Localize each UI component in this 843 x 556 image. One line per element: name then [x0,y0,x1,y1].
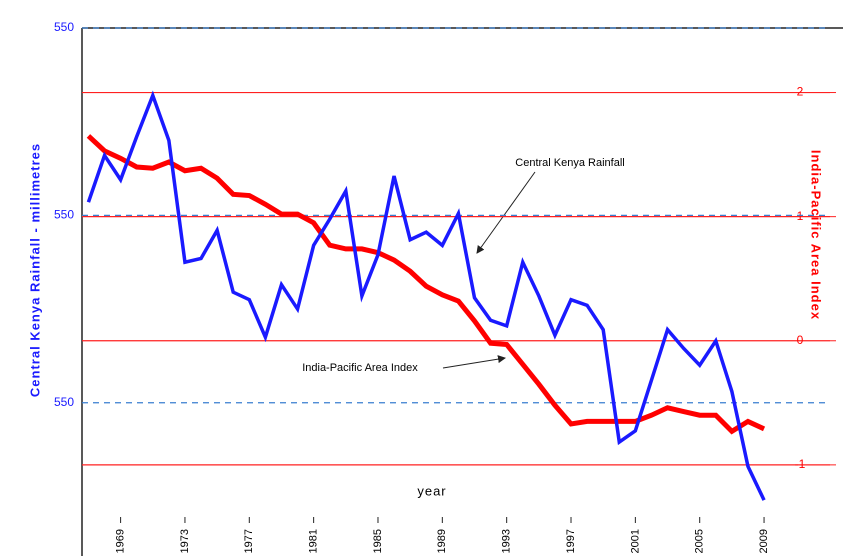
annotation: India-Pacific Area Index [302,362,418,374]
y-tick-label: 550 [54,208,74,222]
x-tick-label: 1977 [243,529,255,553]
x-tick-label: 1973 [179,529,191,553]
y2-tick-label: 0 [797,333,804,347]
y2-tick-label: -1 [795,457,806,471]
x-tick-label: 1989 [436,529,448,553]
x-tick-label: 1985 [372,529,384,553]
x-tick-label: 1969 [115,529,127,553]
y2-tick-label: 2 [797,85,804,99]
y2-axis-label: India-Pacific Area Index [809,150,824,320]
x-tick-label: 2009 [758,529,770,553]
line-series [86,90,766,501]
x-tick-label: 1981 [308,529,320,553]
y-tick-label: 550 [54,20,74,34]
x-tick-label: 2005 [694,529,706,553]
y-tick-label: 550 [54,395,74,409]
x-axis-label: year [417,483,446,498]
annotation-arrow [476,171,536,254]
x-tick-label: 2001 [629,529,641,553]
line-series [86,134,766,435]
x-tick-label: 1993 [501,529,513,553]
annotation: Central Kenya Rainfall [515,157,624,169]
y-axis-label: Central Kenya Rainfall - millimetres [27,143,42,397]
x-tick-label: 1997 [565,529,577,553]
annotation-arrow [442,355,506,369]
